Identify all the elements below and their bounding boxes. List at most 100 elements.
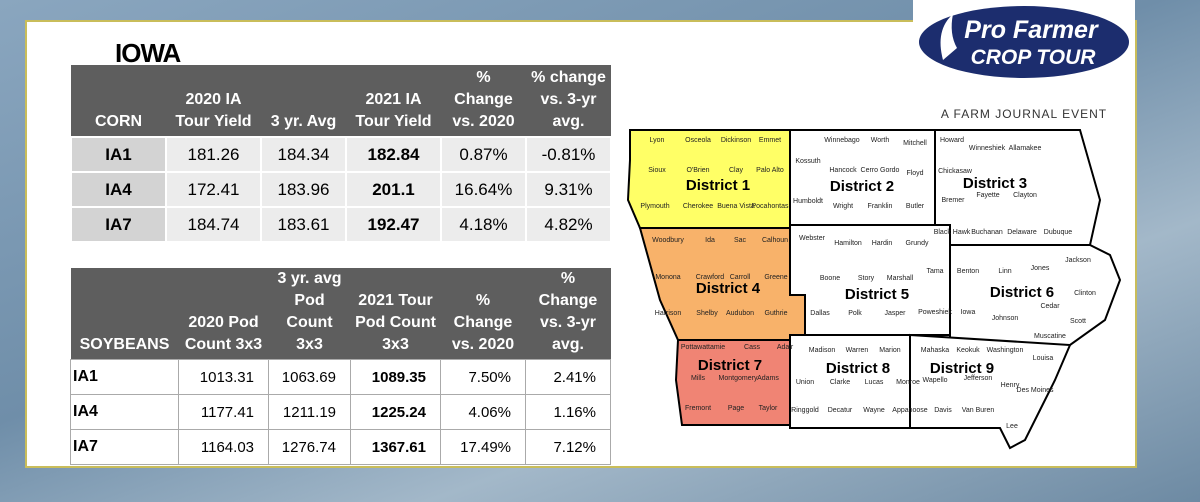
county-label: Muscatine [1034, 333, 1066, 340]
county-label: Cass [744, 344, 760, 351]
county-label: Buchanan [971, 229, 1003, 236]
county-label: Crawford [696, 274, 725, 281]
district-label: District 8 [826, 360, 890, 377]
header-cell: 3 yr. avg Pod Count 3x3 [268, 268, 351, 360]
county-label: Franklin [868, 203, 893, 210]
data-cell: 4.06% [440, 394, 526, 430]
header-cell: 2020 IA Tour Yield [166, 65, 261, 137]
header-cell: % change vs. 3-yr avg. [526, 65, 611, 137]
logo-tagline: A FARM JOURNAL EVENT [941, 107, 1107, 121]
county-label: Fayette [976, 192, 999, 199]
county-label: Page [728, 405, 744, 412]
county-label: Lyon [650, 137, 665, 144]
data-row: IA4 172.41 183.96 201.1 16.64% 9.31% [70, 171, 612, 208]
county-label: Warren [846, 347, 869, 354]
county-label: Mahaska [921, 347, 950, 354]
county-label: Mitchell [903, 140, 927, 147]
county-label: Emmet [759, 137, 781, 144]
data-cell: 1367.61 [350, 429, 441, 465]
county-label: Sac [734, 237, 747, 244]
district-label: District 1 [686, 177, 750, 194]
header-cell: % Change vs. 3-yr avg. [525, 268, 611, 360]
county-label: Benton [957, 268, 979, 275]
title: IOWA [115, 38, 181, 68]
county-label: Louisa [1033, 355, 1054, 362]
county-label: Dubuque [1044, 229, 1073, 236]
data-cell: 7.12% [525, 429, 611, 465]
district-label: District 5 [845, 286, 909, 303]
county-label: Lee [1006, 423, 1018, 430]
corn-table: CORN 2020 IA Tour Yield 3 yr. Avg 2021 IA T… [70, 65, 612, 243]
data-cell: 2.41% [525, 359, 611, 395]
data-cell: 182.84 [345, 136, 442, 173]
data-cell: -0.81% [525, 136, 612, 173]
data-cell: 17.49% [440, 429, 526, 465]
header-cell: SOYBEANS [70, 268, 179, 360]
soybean-table: SOYBEANS 2020 Pod Count 3x3 3 yr. avg Pod … [70, 268, 611, 465]
county-label: Hardin [872, 240, 893, 247]
county-label: Winnebago [824, 137, 860, 144]
county-label: Shelby [696, 310, 718, 317]
header-cell: 3 yr. Avg [261, 65, 346, 137]
county-label: Worth [871, 137, 890, 144]
data-cell: 184.34 [260, 136, 347, 173]
county-label: Delaware [1007, 229, 1037, 236]
county-label: Wapello [922, 377, 947, 384]
county-label: Adams [757, 375, 779, 382]
county-label: Plymouth [640, 203, 669, 210]
county-label: Appanoose [892, 407, 928, 414]
county-label: Decatur [828, 407, 853, 414]
logo-product: CROP TOUR [971, 46, 1097, 69]
logo: Pro Farmer CROP TOUR A FARM JOURNAL EVEN… [913, 0, 1135, 122]
county-label: Bremer [942, 197, 966, 204]
county-label: Jasper [884, 310, 906, 317]
data-cell: 1276.74 [268, 429, 351, 465]
county-label: Pottawattamie [681, 344, 725, 351]
county-label: Fremont [685, 405, 711, 412]
county-label: Marshall [887, 275, 914, 282]
county-label: Dallas [810, 310, 830, 317]
county-label: Tama [926, 268, 943, 275]
county-label: Davis [934, 407, 952, 414]
data-cell: 1225.24 [350, 394, 441, 430]
logo-leaf [940, 14, 957, 60]
county-label: Jefferson [964, 375, 993, 382]
data-cell: 1211.19 [268, 394, 351, 430]
data-cell: 4.18% [440, 206, 527, 243]
data-row: IA1 1013.31 1063.69 1089.35 7.50% 2.41% [70, 359, 611, 395]
county-label: Black Hawk [934, 229, 971, 236]
data-cell: 183.61 [260, 206, 347, 243]
data-cell: 1063.69 [268, 359, 351, 395]
county-label: Iowa [961, 309, 976, 316]
county-label: Madison [809, 347, 836, 354]
county-label: Jackson [1065, 257, 1091, 264]
county-label: Chickasaw [938, 168, 973, 175]
data-cell: 201.1 [345, 171, 442, 208]
county-label: Allamakee [1009, 145, 1042, 152]
county-label: Humboldt [793, 198, 823, 205]
county-label: Polk [848, 310, 862, 317]
county-label: Monroe [896, 379, 920, 386]
logo-graphic: Pro Farmer CROP TOUR A FARM JOURNAL EVEN… [919, 6, 1129, 121]
header-row: SOYBEANS 2020 Pod Count 3x3 3 yr. avg Pod … [70, 268, 611, 360]
county-label: Buena Vista [717, 203, 755, 210]
row-label: IA1 [70, 359, 179, 395]
county-label: Wayne [863, 407, 885, 414]
row-label: IA7 [70, 206, 167, 243]
county-label: Floyd [906, 170, 923, 177]
county-label: Kossuth [795, 158, 820, 165]
county-label: Woodbury [652, 237, 684, 244]
data-row: IA4 1177.41 1211.19 1225.24 4.06% 1.16% [70, 394, 611, 430]
data-cell: 4.82% [525, 206, 612, 243]
county-label: Linn [998, 268, 1011, 275]
row-label: IA4 [70, 171, 167, 208]
data-cell: 1013.31 [178, 359, 269, 395]
header-cell: 2020 Pod Count 3x3 [178, 268, 269, 360]
county-label: Montgomery [719, 375, 758, 382]
county-label: Henry [1001, 382, 1020, 389]
county-label: Clinton [1074, 290, 1096, 297]
data-cell: 172.41 [165, 171, 262, 208]
header-cell: 2021 IA Tour Yield [346, 65, 441, 137]
